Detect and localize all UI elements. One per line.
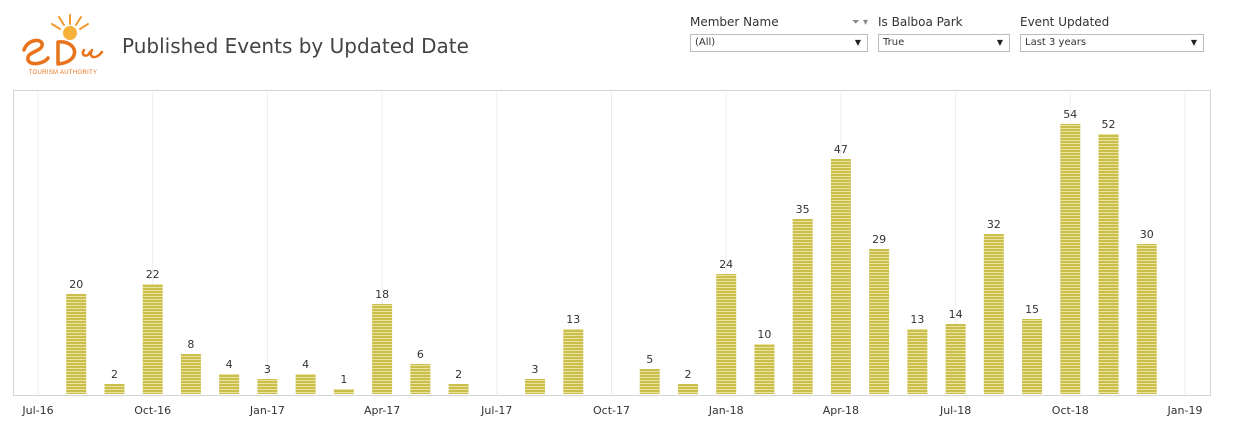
- x-tick-label: Oct-17: [593, 404, 630, 417]
- bar[interactable]: [907, 329, 928, 394]
- filter-member-name: Member Name ⏷ ▾ (All) ▼: [690, 14, 868, 52]
- data-label: 2: [455, 368, 462, 381]
- funnel-clear-icon[interactable]: ⏷ ▾: [851, 17, 868, 28]
- data-label: 1: [340, 373, 347, 386]
- x-tick-label: Oct-18: [1052, 404, 1089, 417]
- data-label: 29: [872, 233, 886, 246]
- data-label: 52: [1102, 118, 1116, 131]
- bar[interactable]: [66, 294, 87, 394]
- x-tick-label: Jan-17: [249, 404, 285, 417]
- data-label: 20: [69, 278, 83, 291]
- filter-is-balboa-park: Is Balboa Park True ▼: [878, 14, 1010, 52]
- data-label: 47: [834, 143, 848, 156]
- bar[interactable]: [869, 249, 890, 394]
- bar[interactable]: [792, 219, 813, 394]
- x-tick-label: Jul-16: [21, 404, 53, 417]
- member-name-value: (All): [695, 37, 716, 48]
- data-label: 4: [226, 358, 233, 371]
- bar[interactable]: [677, 384, 698, 394]
- is-balboa-park-value: True: [883, 37, 905, 48]
- x-tick-label: Apr-18: [823, 404, 859, 417]
- page-title: Published Events by Updated Date: [122, 34, 469, 58]
- bar[interactable]: [295, 374, 316, 394]
- data-label: 24: [719, 258, 733, 271]
- bar[interactable]: [448, 384, 469, 394]
- data-label: 13: [910, 313, 924, 326]
- data-label: 32: [987, 218, 1001, 231]
- filter-label: Event Updated: [1020, 15, 1110, 29]
- bar[interactable]: [830, 159, 851, 394]
- x-tick-label: Apr-17: [364, 404, 400, 417]
- sun-logo-icon: [22, 14, 104, 66]
- event-updated-value: Last 3 years: [1025, 37, 1087, 48]
- bar[interactable]: [333, 389, 354, 394]
- bar[interactable]: [142, 284, 163, 394]
- bar[interactable]: [525, 379, 546, 394]
- x-tick-label: Jul-17: [480, 404, 512, 417]
- data-label: 6: [417, 348, 424, 361]
- chevron-down-icon[interactable]: ▼: [996, 38, 1003, 47]
- data-label: 2: [684, 368, 691, 381]
- bar[interactable]: [180, 354, 201, 394]
- bar[interactable]: [639, 369, 660, 394]
- data-label: 4: [302, 358, 309, 371]
- san-diego-logo: TOURISM AUTHORITY: [18, 12, 108, 82]
- filter-event-updated: Event Updated Last 3 years ▼: [1020, 14, 1204, 52]
- bar[interactable]: [945, 324, 966, 394]
- data-label: 22: [146, 268, 160, 281]
- data-label: 14: [949, 308, 963, 321]
- bar[interactable]: [1022, 319, 1043, 394]
- bar[interactable]: [104, 384, 125, 394]
- logo-subtext: TOURISM AUTHORITY: [28, 70, 98, 76]
- member-name-dropdown[interactable]: (All) ▼: [690, 34, 868, 52]
- bar[interactable]: [563, 329, 584, 394]
- is-balboa-park-dropdown[interactable]: True ▼: [878, 34, 1010, 52]
- filter-label: Is Balboa Park: [878, 15, 963, 29]
- data-label: 13: [566, 313, 580, 326]
- bar[interactable]: [410, 364, 431, 394]
- data-label: 18: [375, 288, 389, 301]
- bar[interactable]: [983, 234, 1004, 394]
- chevron-down-icon[interactable]: ▼: [1190, 38, 1197, 47]
- x-tick-label: Jan-18: [708, 404, 744, 417]
- x-tick-label: Oct-16: [134, 404, 171, 417]
- bar[interactable]: [754, 344, 775, 394]
- bar[interactable]: [1060, 124, 1081, 394]
- x-tick-label: Jan-19: [1167, 404, 1203, 417]
- event-updated-dropdown[interactable]: Last 3 years ▼: [1020, 34, 1204, 52]
- filter-label: Member Name ⏷ ▾: [690, 15, 868, 29]
- bar[interactable]: [219, 374, 240, 394]
- data-label: 30: [1140, 228, 1154, 241]
- data-label: 3: [532, 363, 539, 376]
- bar[interactable]: [716, 274, 737, 394]
- chevron-down-icon[interactable]: ▼: [854, 38, 861, 47]
- x-tick-label: Jul-18: [939, 404, 971, 417]
- data-label: 15: [1025, 303, 1039, 316]
- chart-frame: [13, 90, 1211, 396]
- data-label: 54: [1063, 108, 1077, 121]
- bar[interactable]: [1098, 134, 1119, 394]
- data-label: 10: [757, 328, 771, 341]
- data-label: 2: [111, 368, 118, 381]
- data-label: 8: [187, 338, 194, 351]
- data-label: 3: [264, 363, 271, 376]
- data-label: 5: [646, 353, 653, 366]
- bar[interactable]: [1136, 244, 1157, 394]
- data-label: 35: [796, 203, 810, 216]
- bar[interactable]: [257, 379, 278, 394]
- bar[interactable]: [372, 304, 393, 394]
